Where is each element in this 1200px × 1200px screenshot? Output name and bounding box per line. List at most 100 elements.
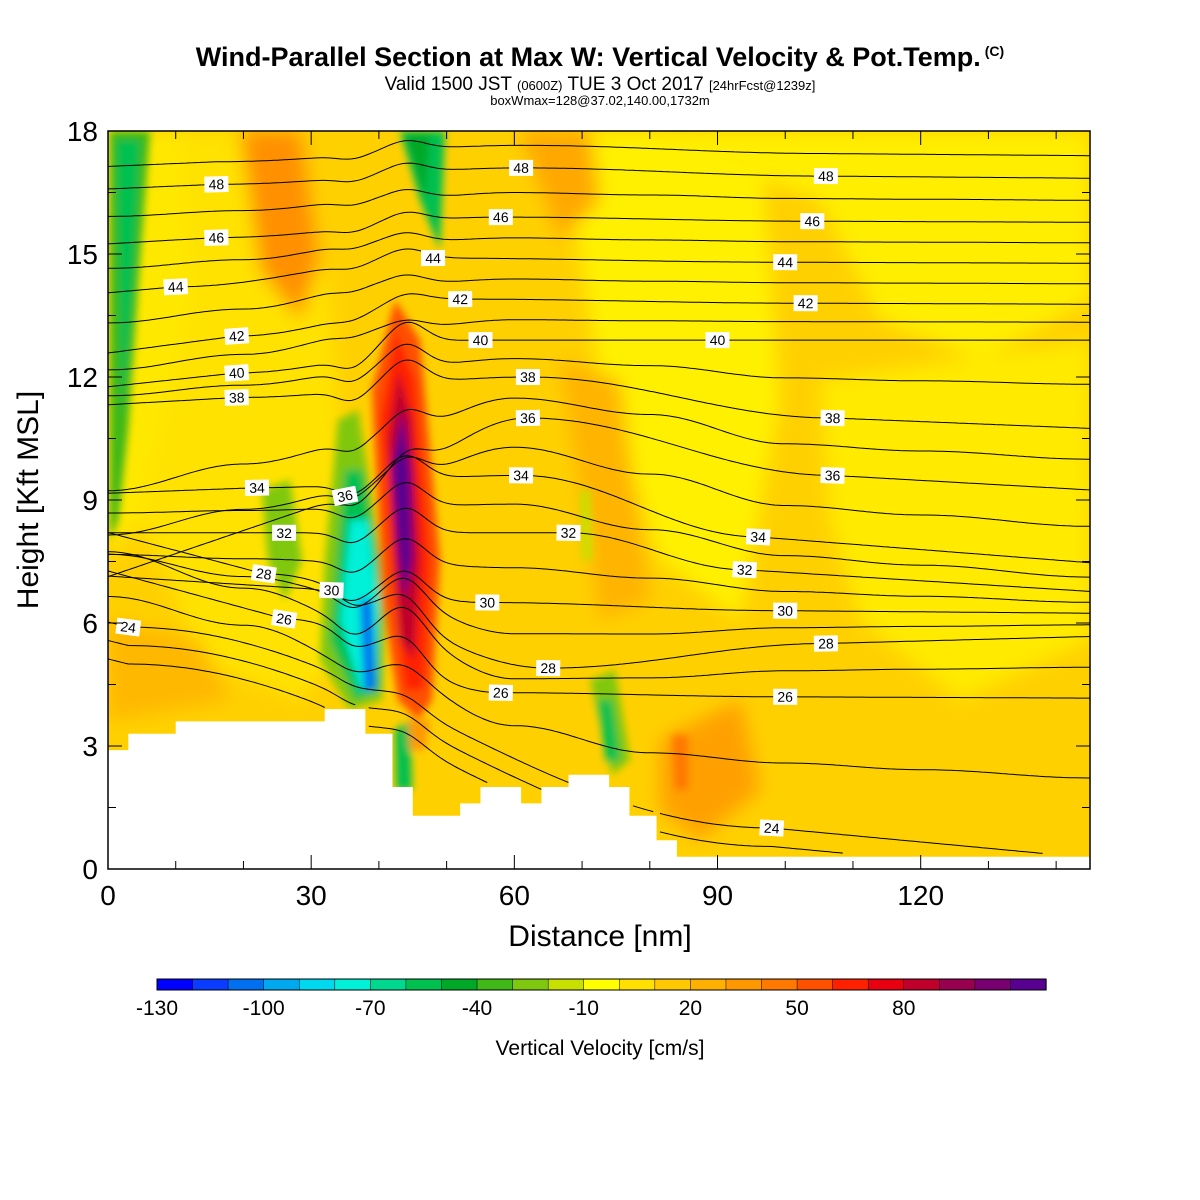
theta-label-28: 28	[250, 564, 277, 584]
colorbar-swatch	[690, 978, 727, 991]
theta-line-42	[108, 293, 1090, 354]
theta-label-40: 40	[224, 364, 250, 382]
theta-line-40	[108, 321, 1090, 388]
colorbar-swatch	[405, 978, 443, 991]
theta-label-text: 46	[804, 213, 820, 229]
colorbar: -130 -100 -70 -40 -10 20 50 80	[136, 978, 1047, 1020]
y-tick-label: 15	[67, 239, 98, 270]
theta-line-25	[108, 596, 1090, 779]
theta-label-box	[759, 819, 785, 837]
y-tick-label: 6	[82, 608, 98, 639]
colorbar-tick-label: -10	[569, 997, 599, 1020]
theta-label-text: 26	[275, 610, 293, 628]
chart-title-text: Wind-Parallel Section at Max W: Vertical…	[195, 42, 981, 72]
copyright-mark: (C)	[984, 43, 1005, 59]
colorbar-swatch	[583, 978, 620, 991]
theta-label-text: 48	[513, 160, 529, 176]
colorbar-swatch	[654, 978, 692, 991]
theta-label-box	[509, 467, 534, 484]
theta-label-box	[813, 168, 838, 185]
theta-label-36: 36	[331, 485, 359, 507]
theta-label-34: 34	[745, 528, 771, 546]
theta-label-box	[773, 688, 798, 705]
theta-label-44: 44	[163, 278, 189, 296]
theta-line-34	[108, 455, 1090, 564]
theta-label-text: 30	[323, 582, 339, 599]
theta-line-32	[108, 507, 1090, 592]
colorbar-tick-label: 50	[785, 997, 808, 1020]
theta-line-27	[108, 551, 1090, 680]
colorbar-swatch	[441, 978, 478, 991]
theta-line-47	[108, 189, 1090, 217]
theta-label-text: 46	[208, 229, 224, 245]
theta-label-text: 38	[825, 410, 841, 426]
theta-label-46: 46	[800, 213, 825, 230]
theta-label-text: 34	[750, 529, 767, 546]
theta-label-42: 42	[224, 327, 250, 345]
y-tick-label: 9	[82, 485, 98, 516]
theta-line-22	[108, 658, 488, 784]
theta-label-text: 40	[710, 332, 726, 348]
theta-line-31	[108, 538, 1090, 603]
chart-subtitle: Valid 1500 JST (0600Z) TUE 3 Oct 2017 [2…	[0, 74, 1200, 96]
x-tick-label: 90	[702, 880, 733, 911]
y-tick-label: 12	[67, 362, 98, 393]
theta-line-41	[108, 319, 1090, 371]
valid-time: Valid 1500 JST	[384, 74, 512, 95]
theta-label-text: 40	[228, 364, 245, 381]
theta-label-32: 32	[272, 524, 297, 541]
theta-label-text: 46	[493, 209, 509, 225]
colorbar-swatch	[903, 978, 940, 991]
theta-label-box	[509, 159, 534, 176]
colorbar-tick-label: -40	[462, 997, 492, 1020]
theta-label-box	[556, 524, 581, 541]
theta-label-text: 26	[493, 685, 509, 701]
theta-label-box	[421, 250, 446, 267]
theta-line-37	[108, 397, 1090, 492]
x-tick-label: 0	[100, 880, 116, 911]
theta-label-box	[820, 409, 845, 427]
colorbar-swatch	[263, 978, 300, 991]
terrain-mask	[108, 709, 1090, 869]
vertical-velocity-shading: 24 24 26 26 26 28 28 28 30 30 30 32 32 32 34 34 34 36 36 36…	[108, 131, 1090, 869]
colorbar-tick-label: -70	[355, 997, 385, 1020]
x-tick-label: 120	[897, 880, 944, 911]
theta-label-box	[745, 528, 771, 546]
colorbar-swatch	[156, 978, 194, 991]
colorbar-swatch	[1010, 978, 1047, 991]
theta-line-30	[108, 570, 1090, 614]
theta-label-text: 42	[228, 327, 245, 344]
theta-label-30: 30	[773, 602, 798, 619]
x-axis-label: Distance [nm]	[508, 920, 692, 953]
theta-label-box	[224, 389, 249, 406]
theta-label-42: 42	[448, 290, 473, 308]
colorbar-label: Vertical Velocity [cm/s]	[495, 1037, 705, 1060]
theta-label-34: 34	[509, 467, 534, 484]
forecast-run: [24hrFcst@1239z]	[708, 78, 816, 93]
theta-label-40: 40	[468, 332, 493, 349]
theta-line-36	[108, 417, 1090, 578]
colorbar-tick-label: 20	[679, 997, 702, 1020]
colorbar-tick-label: 80	[892, 997, 915, 1020]
theta-label-24: 24	[759, 819, 785, 837]
theta-label-text: 36	[336, 486, 355, 505]
theta-label-box	[813, 635, 839, 652]
colorbar-swatch	[547, 978, 585, 991]
theta-label-box	[448, 290, 473, 308]
theta-label-text: 28	[255, 565, 273, 583]
theta-label-box	[331, 485, 359, 507]
theta-label-text: 44	[168, 278, 185, 295]
theta-label-box	[773, 254, 798, 271]
theta-label-text: 34	[513, 467, 529, 483]
colorbar-swatch	[725, 978, 763, 991]
theta-label-text: 42	[798, 295, 814, 311]
theta-label-text: 42	[452, 291, 468, 307]
theta-line-35	[108, 446, 1090, 536]
theta-label-box	[475, 594, 500, 611]
theta-label-text: 38	[229, 389, 245, 405]
theta-label-text: 32	[561, 525, 577, 541]
theta-label-text: 32	[736, 561, 753, 578]
theta-label-box	[488, 209, 513, 226]
